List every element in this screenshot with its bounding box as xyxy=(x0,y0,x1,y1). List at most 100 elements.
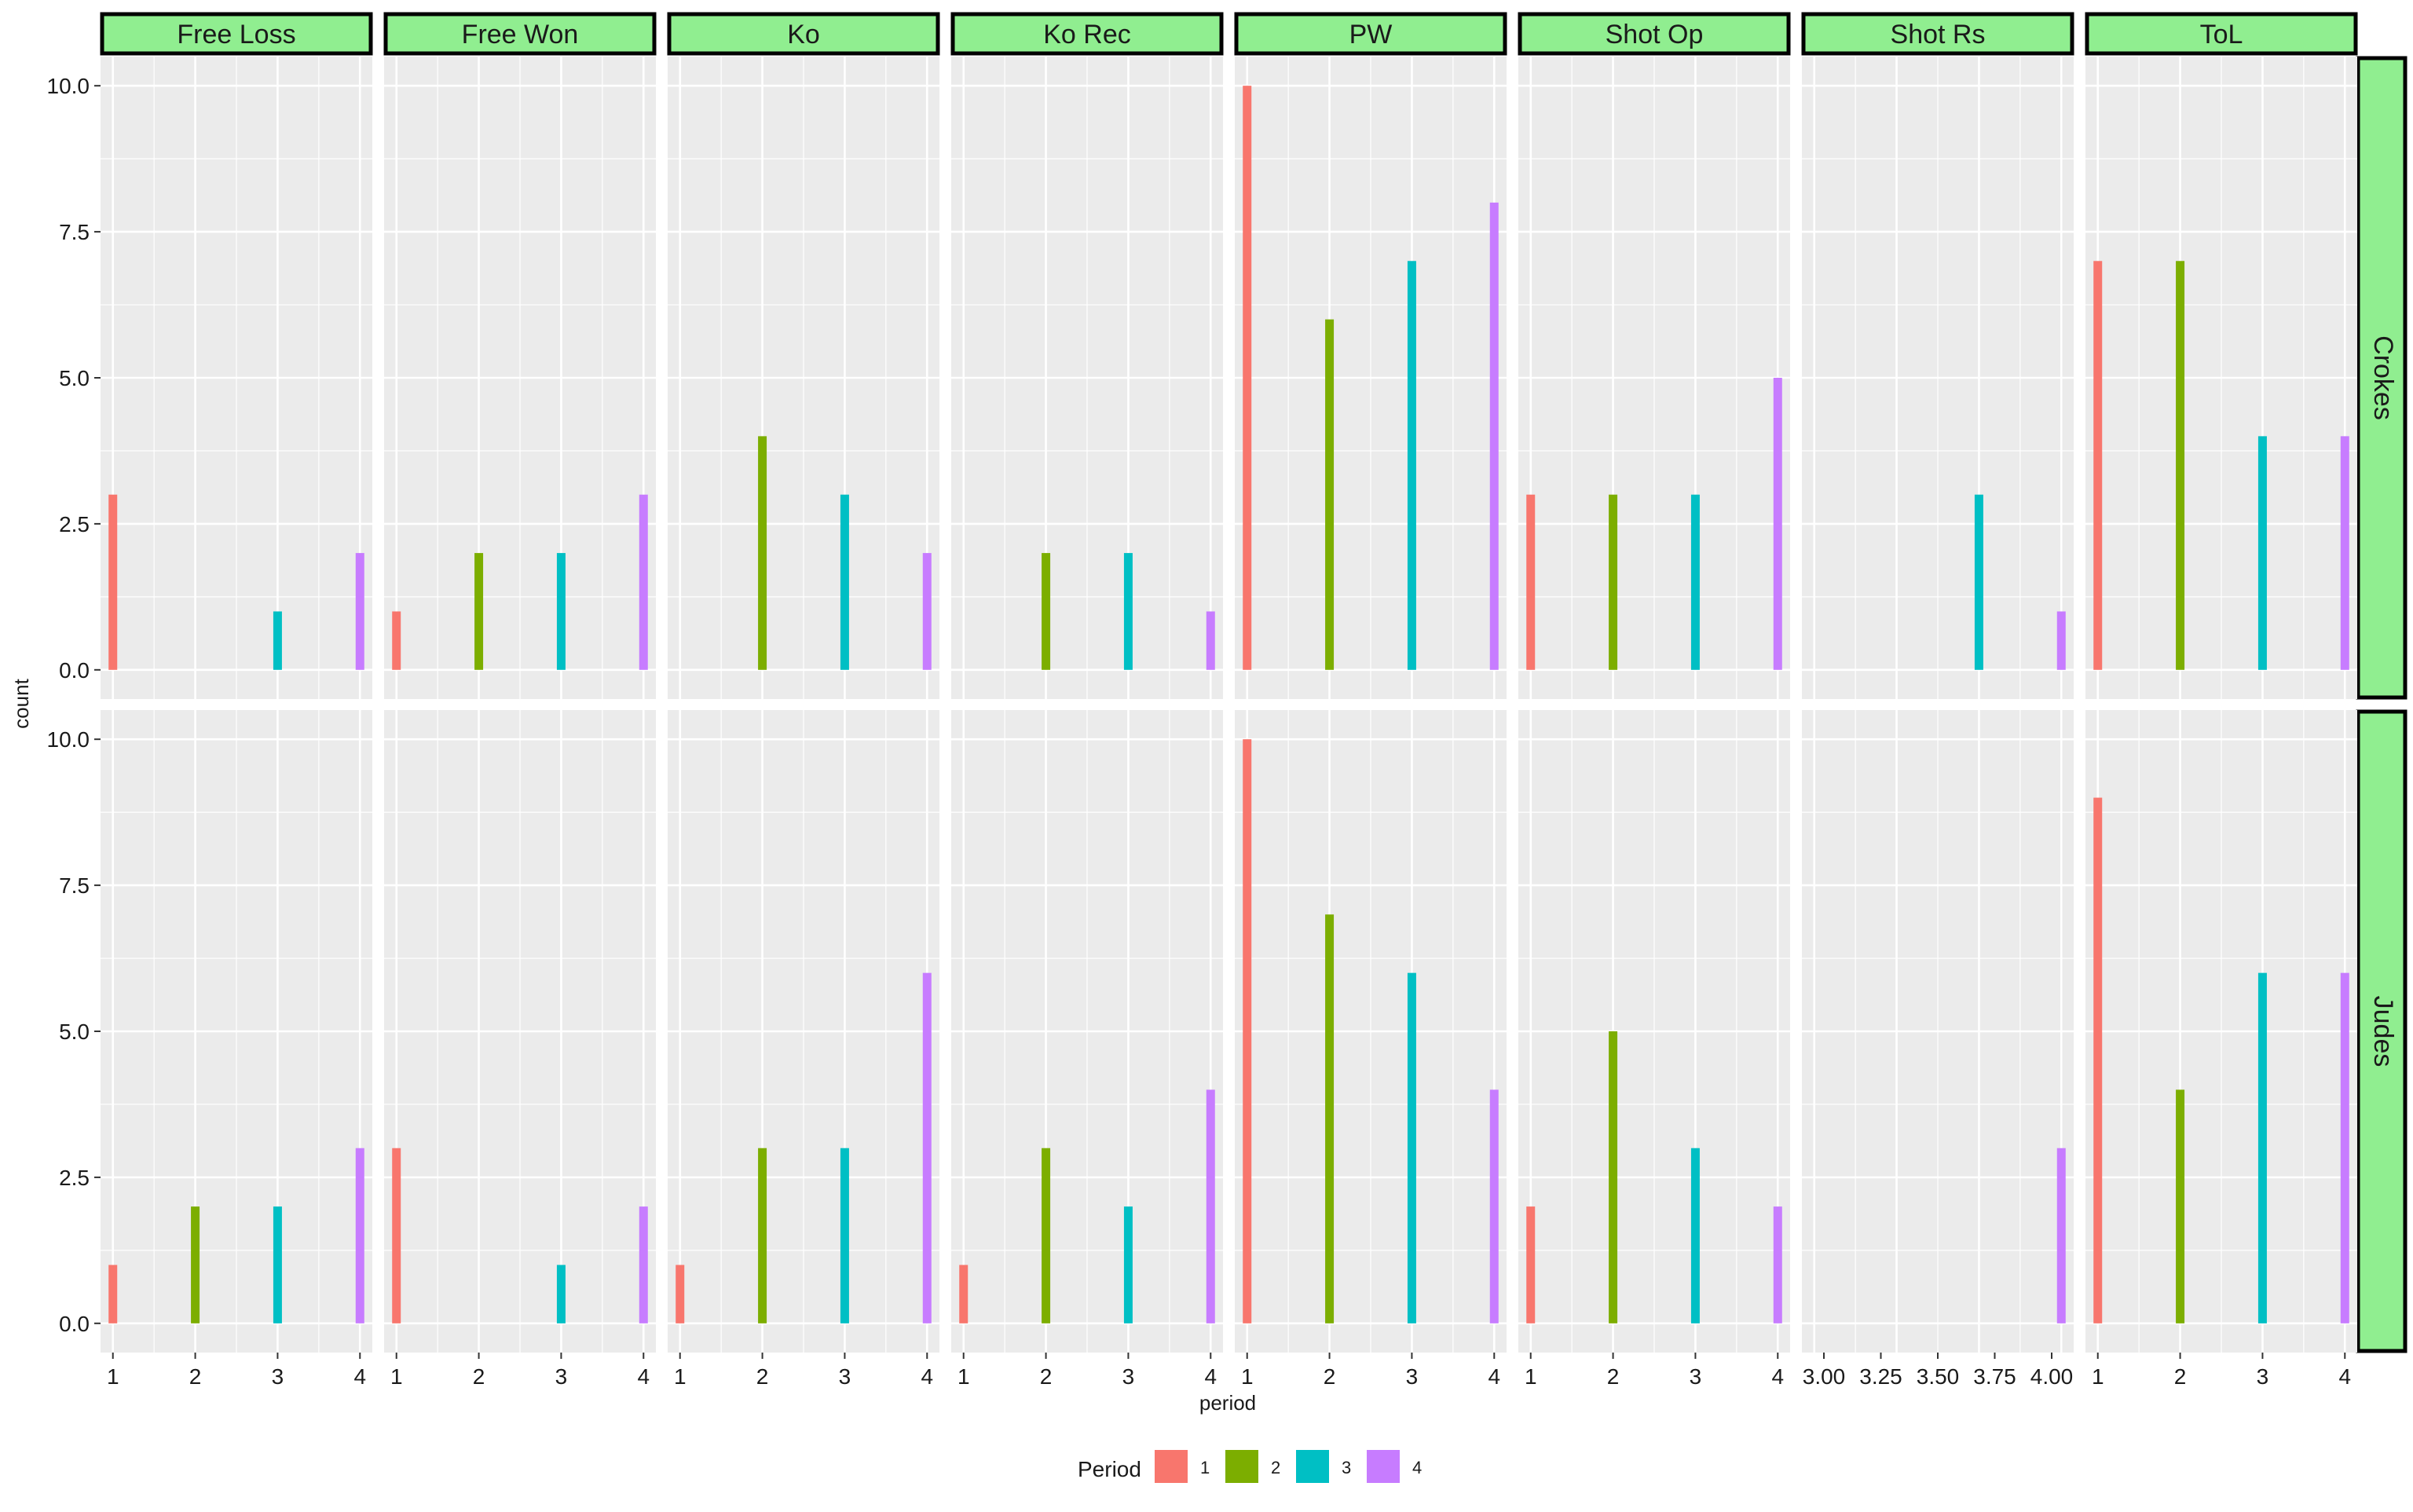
panel-crokes-pw xyxy=(1235,57,1507,699)
bar-period-4 xyxy=(1489,202,1499,670)
y-tick-label: 0.0 xyxy=(59,658,90,683)
x-tick-label: 4 xyxy=(1488,1364,1500,1389)
panel-crokes-shot-op xyxy=(1518,57,1790,699)
legend-key-1 xyxy=(1155,1450,1188,1483)
bar-period-2 xyxy=(1042,553,1051,670)
facet-strip-label: Ko xyxy=(787,20,820,49)
bar-period-2 xyxy=(191,1206,200,1323)
y-tick-label: 2.5 xyxy=(59,512,90,536)
bar-period-4 xyxy=(2340,436,2349,670)
x-axis-title: period xyxy=(1199,1391,1256,1415)
panel-crokes-ko-rec xyxy=(951,57,1223,699)
facet-strip-label: PW xyxy=(1349,20,1393,49)
panel-judes-shot-op xyxy=(1518,710,1790,1353)
facet-strip-box xyxy=(667,12,940,56)
facet-strip-label: Ko Rec xyxy=(1043,20,1131,49)
bar-period-4 xyxy=(1773,378,1782,670)
x-tick-label: 3 xyxy=(839,1364,851,1389)
x-tick-label: 3.75 xyxy=(1973,1364,2016,1389)
x-axis-ko: 1 2 3 4 xyxy=(674,1353,933,1389)
facet-strip-box xyxy=(1801,12,2074,56)
x-tick-label: 3 xyxy=(1406,1364,1419,1389)
panel-judes-tol xyxy=(2085,710,2357,1353)
x-tick-label: 4 xyxy=(1204,1364,1217,1389)
bar-period-3 xyxy=(273,1206,282,1323)
x-tick-label: 2 xyxy=(1324,1364,1336,1389)
x-tick-label: 3.50 xyxy=(1917,1364,1960,1389)
bar-period-3 xyxy=(1690,1148,1700,1323)
x-axis-tol: 1 2 3 4 xyxy=(2092,1353,2351,1389)
facet-strip-ko-rec: Ko Rec xyxy=(950,12,1224,56)
bar-period-2 xyxy=(1609,1031,1618,1323)
bar-period-4 xyxy=(1773,1206,1782,1323)
panel-judes-ko-rec xyxy=(951,710,1223,1353)
y-tick-label: 5.0 xyxy=(59,1020,90,1044)
bar-period-2 xyxy=(2176,261,2185,670)
bar-period-1 xyxy=(392,1148,401,1323)
x-tick-label: 4 xyxy=(353,1364,366,1389)
row-strip-box xyxy=(2356,709,2408,1353)
y-axis-title: count xyxy=(9,678,33,728)
y-tick-label: 7.5 xyxy=(59,873,90,898)
legend-key-label: 3 xyxy=(1342,1458,1351,1477)
y-tick-label: 10.0 xyxy=(47,727,90,752)
x-tick-label: 1 xyxy=(674,1364,687,1389)
bar-period-2 xyxy=(474,553,484,670)
x-tick-label: 1 xyxy=(2092,1364,2104,1389)
bar-period-1 xyxy=(108,1265,118,1323)
bar-period-4 xyxy=(1206,1089,1215,1323)
bar-period-4 xyxy=(1206,611,1215,670)
bar-period-2 xyxy=(1325,914,1335,1323)
x-tick-label: 3 xyxy=(1122,1364,1135,1389)
bar-period-3 xyxy=(840,1148,849,1323)
panel-judes-ko xyxy=(668,710,939,1353)
bar-period-4 xyxy=(2056,611,2066,670)
bar-period-2 xyxy=(758,1148,767,1323)
bar-period-1 xyxy=(108,494,118,670)
bar-period-4 xyxy=(922,972,932,1323)
x-tick-label: 2 xyxy=(473,1364,485,1389)
legend-key-3 xyxy=(1296,1450,1329,1483)
bar-period-3 xyxy=(1974,494,1983,670)
facet-strip-box xyxy=(383,12,657,56)
legend-key-label: 1 xyxy=(1200,1458,1210,1477)
bar-period-2 xyxy=(1325,319,1335,670)
bar-period-2 xyxy=(2176,1089,2185,1323)
facet-strip-label: Shot Op xyxy=(1606,20,1704,49)
bar-period-1 xyxy=(392,611,401,670)
bar-period-1 xyxy=(1243,739,1252,1323)
facet-strip-box xyxy=(1518,12,1791,56)
bar-period-3 xyxy=(2257,436,2267,670)
facet-strip-label: Free Loss xyxy=(177,20,295,49)
bar-period-3 xyxy=(1123,1206,1133,1323)
bar-period-4 xyxy=(922,553,932,670)
x-tick-label: 4 xyxy=(1771,1364,1784,1389)
x-tick-label: 3.00 xyxy=(1803,1364,1846,1389)
row-strip-box xyxy=(2356,56,2408,700)
x-axis-pw: 1 2 3 4 xyxy=(1241,1353,1500,1389)
bar-period-3 xyxy=(273,611,282,670)
legend-title: Period xyxy=(1078,1457,1141,1481)
facet-strip-shot-op: Shot Op xyxy=(1518,12,1791,56)
bar-period-3 xyxy=(1407,261,1416,670)
x-tick-label: 3 xyxy=(555,1364,568,1389)
facet-strip-pw: PW xyxy=(1234,12,1507,56)
bar-period-4 xyxy=(2056,1148,2066,1323)
legend: Period 1 2 3 4 xyxy=(1078,1450,1422,1483)
facet-strip-label: ToL xyxy=(2200,20,2243,49)
facet-strip-free-loss: Free Loss xyxy=(100,12,373,56)
panel-judes-free-loss xyxy=(101,710,372,1353)
bar-period-3 xyxy=(1407,972,1416,1323)
bar-period-3 xyxy=(556,553,566,670)
panel-judes-pw xyxy=(1235,710,1507,1353)
x-tick-label: 2 xyxy=(2174,1364,2187,1389)
panel-crokes-free-loss xyxy=(101,57,372,699)
bar-period-2 xyxy=(1609,494,1618,670)
bar-period-2 xyxy=(758,436,767,670)
panel-judes-free-won xyxy=(384,710,656,1353)
bar-period-1 xyxy=(2093,261,2103,670)
legend-key-2 xyxy=(1225,1450,1258,1483)
x-tick-label: 1 xyxy=(1241,1364,1254,1389)
facet-strip-box xyxy=(950,12,1224,56)
facet-strip-shot-rs: Shot Rs xyxy=(1801,12,2074,56)
